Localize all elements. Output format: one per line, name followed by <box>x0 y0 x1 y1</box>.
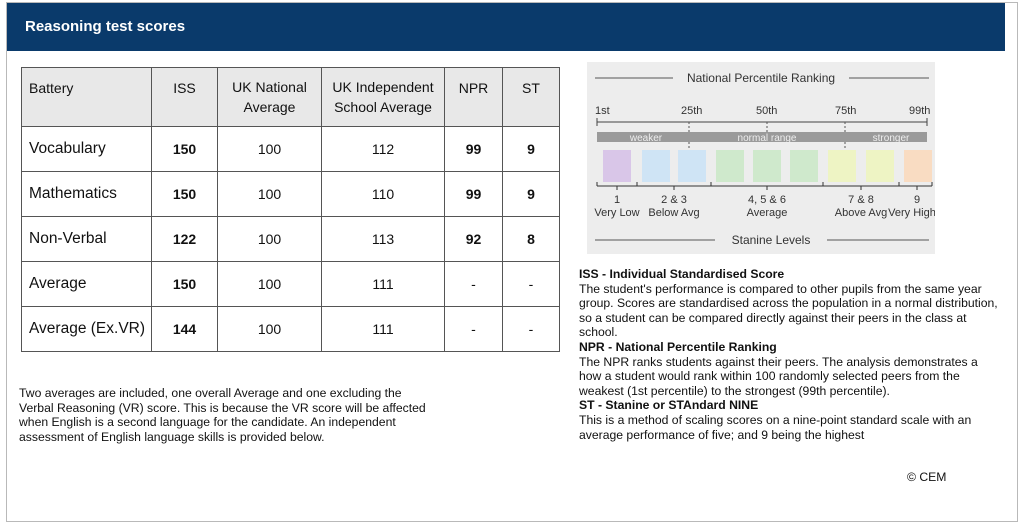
header-bar: Reasoning test scores <box>7 3 1005 51</box>
definition-body-st: This is a method of scaling scores on a … <box>579 412 972 442</box>
table-row: Average 150 100 111 - - <box>21 261 560 307</box>
column-header-st: ST <box>502 67 560 127</box>
stanine-box-5 <box>753 150 781 182</box>
cell-iss: 150 <box>151 261 218 307</box>
cell-iss: 150 <box>151 126 218 172</box>
cell-battery: Average (Ex.VR) <box>21 306 152 352</box>
stanine-number-4-5-6: 4, 5 & 6 <box>748 194 786 206</box>
band-label-normal: normal range <box>738 133 797 144</box>
stanine-label-very-low: Very Low <box>594 207 639 219</box>
definition-heading-iss: ISS - Individual Standardised Score <box>579 267 785 281</box>
stanine-number-2-3: 2 & 3 <box>661 194 687 206</box>
averages-note: Two averages are included, one overall A… <box>19 386 426 444</box>
cell-uk-national: 100 <box>217 306 322 352</box>
cell-uk-independent: 112 <box>321 126 445 172</box>
stanine-label-above-avg: Above Avg <box>835 207 887 219</box>
stanine-brackets <box>596 182 933 190</box>
band-strip <box>597 132 927 142</box>
cell-npr: 99 <box>444 171 503 217</box>
cell-st: - <box>502 261 560 307</box>
cell-battery: Non-Verbal <box>21 216 152 262</box>
cell-iss: 122 <box>151 216 218 262</box>
cell-st: - <box>502 306 560 352</box>
cell-uk-independent: 113 <box>321 216 445 262</box>
stanine-box-8 <box>866 150 894 182</box>
stanine-box-9 <box>904 150 932 182</box>
table-row: Vocabulary 150 100 112 99 9 <box>21 126 560 172</box>
scores-table: Battery ISS UK National Average UK Indep… <box>21 67 560 352</box>
cell-battery: Vocabulary <box>21 126 152 172</box>
stanine-label-very-high: Very High <box>888 207 935 219</box>
cell-uk-national: 100 <box>217 126 322 172</box>
cell-npr: 99 <box>444 126 503 172</box>
cell-uk-national: 100 <box>217 171 322 217</box>
table-row: Mathematics 150 100 110 99 9 <box>21 171 560 217</box>
percentile-label-99th: 99th <box>909 105 930 117</box>
column-header-uk-independent: UK Independent School Average <box>321 67 445 127</box>
copyright: © CEM <box>907 470 947 484</box>
column-header-uk-national: UK National Average <box>217 67 322 127</box>
stanine-number-1: 1 <box>614 194 620 206</box>
cell-uk-independent: 111 <box>321 306 445 352</box>
cell-uk-national: 100 <box>217 261 322 307</box>
cell-npr: 92 <box>444 216 503 262</box>
column-header-npr: NPR <box>444 67 503 127</box>
definition-body-npr: The NPR ranks students against their pee… <box>579 354 978 398</box>
cell-iss: 144 <box>151 306 218 352</box>
page-title: Reasoning test scores <box>25 18 186 35</box>
definitions: ISS - Individual Standardised Score The … <box>579 267 999 442</box>
stanine-box-3 <box>678 150 706 182</box>
stanine-number-9: 9 <box>914 194 920 206</box>
stanine-box-2 <box>642 150 670 182</box>
percentile-label-75th: 75th <box>835 105 856 117</box>
percentile-label-25th: 25th <box>681 105 702 117</box>
cell-battery: Mathematics <box>21 171 152 217</box>
cell-iss: 150 <box>151 171 218 217</box>
stanine-boxes <box>603 150 932 182</box>
cell-npr: - <box>444 261 503 307</box>
diagram-title: National Percentile Ranking <box>687 71 835 85</box>
table-row: Average (Ex.VR) 144 100 111 - - <box>21 306 560 352</box>
band-label-weaker: weaker <box>629 133 663 144</box>
table-row: Non-Verbal 122 100 113 92 8 <box>21 216 560 262</box>
stanine-levels-title: Stanine Levels <box>732 233 811 247</box>
definition-heading-npr: NPR - National Percentile Ranking <box>579 339 777 354</box>
band-weaker <box>628 132 664 142</box>
cell-npr: - <box>444 306 503 352</box>
definition-body-iss: The student's performance is compared to… <box>579 281 998 340</box>
stanine-box-7 <box>828 150 856 182</box>
report-frame: Reasoning test scores Battery ISS UK Nat… <box>6 2 1018 522</box>
cell-uk-national: 100 <box>217 216 322 262</box>
percentile-stanine-diagram: National Percentile Ranking 1st 25th 50t… <box>587 62 935 254</box>
cell-st: 8 <box>502 216 560 262</box>
percentile-label-1st: 1st <box>595 105 610 117</box>
cell-uk-independent: 111 <box>321 261 445 307</box>
column-header-iss: ISS <box>151 67 218 127</box>
stanine-label-average: Average <box>747 207 788 219</box>
band-label-stronger: stronger <box>873 133 910 144</box>
table-header-row: Battery ISS UK National Average UK Indep… <box>21 67 560 127</box>
stanine-box-6 <box>790 150 818 182</box>
cell-st: 9 <box>502 126 560 172</box>
cell-uk-independent: 110 <box>321 171 445 217</box>
definition-heading-st: ST - Stanine or STAndard NINE <box>579 398 759 413</box>
column-header-battery: Battery <box>21 67 152 127</box>
stanine-label-below-avg: Below Avg <box>648 207 699 219</box>
stanine-number-7-8: 7 & 8 <box>848 194 874 206</box>
cell-battery: Average <box>21 261 152 307</box>
cell-st: 9 <box>502 171 560 217</box>
stanine-box-1 <box>603 150 631 182</box>
percentile-label-50th: 50th <box>756 105 777 117</box>
stanine-box-4 <box>716 150 744 182</box>
